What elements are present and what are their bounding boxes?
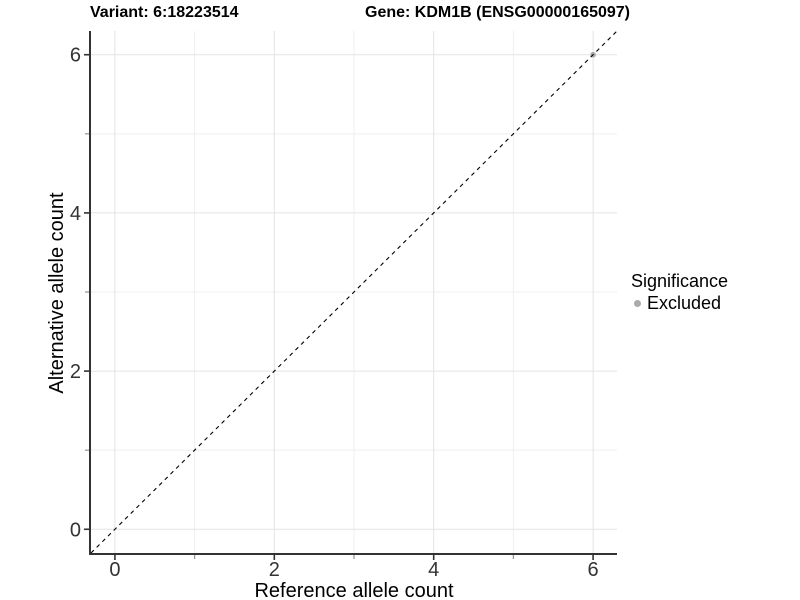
y-tick-label: 2 <box>70 361 81 383</box>
identity-line <box>90 30 618 554</box>
plot-title-gene: Gene: KDM1B (ENSG00000165097) <box>365 4 631 21</box>
y-tick-label: 0 <box>70 519 81 541</box>
legend-item: Excluded <box>631 293 728 313</box>
legend-title: Significance <box>631 271 729 291</box>
legend-item-label: Excluded <box>647 293 722 313</box>
plot-title-variant: Variant: 6:18223514 <box>90 4 239 21</box>
y-tick-label: 4 <box>70 203 81 225</box>
legend: Significance Excluded <box>631 270 728 313</box>
x-tick-label: 6 <box>588 559 599 581</box>
x-tick-label: 2 <box>269 559 280 581</box>
legend-key-dot <box>634 299 641 307</box>
x-tick-label: 0 <box>109 559 120 581</box>
y-axis-label: Alternative allele count <box>46 192 68 394</box>
x-tick-label: 4 <box>428 559 439 581</box>
y-tick-label: 6 <box>70 45 81 67</box>
legend-items: Excluded <box>631 293 728 313</box>
x-axis-label: Reference allele count <box>254 580 454 600</box>
